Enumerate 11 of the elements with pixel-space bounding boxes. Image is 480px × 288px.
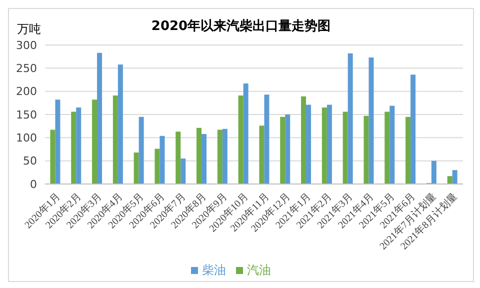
chart-title: 2020年以来汽柴出口量走势图 xyxy=(151,19,331,34)
y-tick-label: 200 xyxy=(16,85,37,98)
y-tick-label: 50 xyxy=(23,154,37,168)
y-tick-label: 150 xyxy=(16,108,37,122)
y-tick-label: 100 xyxy=(16,132,37,145)
y-tick-label: 250 xyxy=(16,62,37,76)
y-tick-label: 0 xyxy=(30,178,37,191)
y-axis-title: 万吨 xyxy=(17,21,41,38)
y-tick-label: 300 xyxy=(16,38,37,52)
legend-label: 柴油 xyxy=(202,263,226,277)
legend-label: 汽油 xyxy=(247,263,271,277)
